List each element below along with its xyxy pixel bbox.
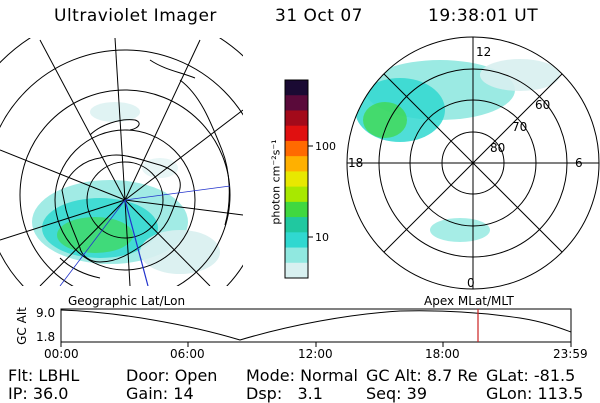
flt-label: Flt: — [8, 366, 34, 385]
mlt-label-0: 0 — [467, 276, 475, 290]
info-dsp: Dsp: 3.1 — [246, 384, 323, 403]
mlt-label-12: 12 — [476, 45, 492, 59]
info-ip: IP: 36.0 — [8, 384, 68, 403]
left-meridian-line — [124, 199, 149, 286]
dsp-label: Dsp: — [246, 384, 283, 403]
time-label: 19:38:01 UT — [428, 6, 539, 26]
info-door: Door: Open — [126, 366, 217, 385]
colorbar-unit-label: photon cm⁻²s⁻¹ — [269, 139, 283, 225]
gain-label: Gain: — [126, 384, 169, 403]
info-gc-alt: GC Alt: 8.7 Re — [366, 366, 478, 385]
seq-label: Seq: — [366, 384, 402, 403]
timeline-xtick-1800: 18:00 — [425, 347, 460, 361]
geographic-caption: Geographic Lat/Lon — [68, 294, 186, 308]
left-emission-region — [32, 102, 220, 274]
mode-label: Mode: — [246, 366, 295, 385]
glat-label: GLat: — [486, 366, 529, 385]
mlat-label-60: 60 — [535, 98, 551, 112]
door-label: Door: — [126, 366, 170, 385]
mlt-label-18: 18 — [348, 156, 364, 170]
info-glat: GLat: -81.5 — [486, 366, 575, 385]
mode-value: Normal — [300, 366, 358, 385]
mlt-label-6: 6 — [575, 156, 583, 170]
left-terminator-line — [59, 199, 126, 286]
glat-value: -81.5 — [533, 366, 576, 385]
left-coastlines — [59, 59, 230, 279]
timeline-xtick-0000: 00:00 — [44, 347, 79, 361]
info-glon: GLon: 113.5 — [486, 384, 583, 403]
gain-value: 14 — [173, 384, 194, 403]
timeline-xtick-2359: 23:59 — [553, 347, 588, 361]
info-flt: Flt: LBHL — [8, 366, 79, 385]
ip-value: 36.0 — [32, 384, 69, 403]
info-mode: Mode: Normal — [246, 366, 358, 385]
dsp-value: 3.1 — [297, 384, 323, 403]
seq-value: 39 — [406, 384, 427, 403]
mlat-label-80: 80 — [490, 141, 506, 155]
timeline-ytick-max: 9.0 — [36, 306, 56, 320]
flt-value: LBHL — [38, 366, 80, 385]
gc-alt-value: 8.7 Re — [426, 366, 478, 385]
glon-value: 113.5 — [537, 384, 584, 403]
date-label: 31 Oct 07 — [275, 6, 363, 26]
colorbar-tick-100: 100 — [315, 140, 336, 153]
apex-caption: Apex MLat/MLT — [424, 294, 514, 308]
left-pole-line — [124, 185, 231, 201]
timeline-ytick-min: 1.8 — [36, 330, 56, 344]
info-gain: Gain: 14 — [126, 384, 194, 403]
glon-label: GLon: — [486, 384, 533, 403]
instrument-title: Ultraviolet Imager — [54, 6, 217, 26]
timeline-xtick-1200: 12:00 — [298, 347, 333, 361]
mlat-label-70: 70 — [512, 120, 528, 134]
timeline-axis-label: GC Alt — [15, 307, 29, 345]
gc-alt-label: GC Alt: — [366, 366, 422, 385]
timeline-xtick-0600: 06:00 — [170, 347, 205, 361]
info-seq: Seq: 39 — [366, 384, 427, 403]
colorbar-tick-10: 10 — [315, 231, 329, 244]
door-value: Open — [174, 366, 218, 385]
ip-label: IP: — [8, 384, 28, 403]
left-latitude-circles — [0, 38, 243, 286]
left-longitude-lines — [0, 38, 243, 286]
